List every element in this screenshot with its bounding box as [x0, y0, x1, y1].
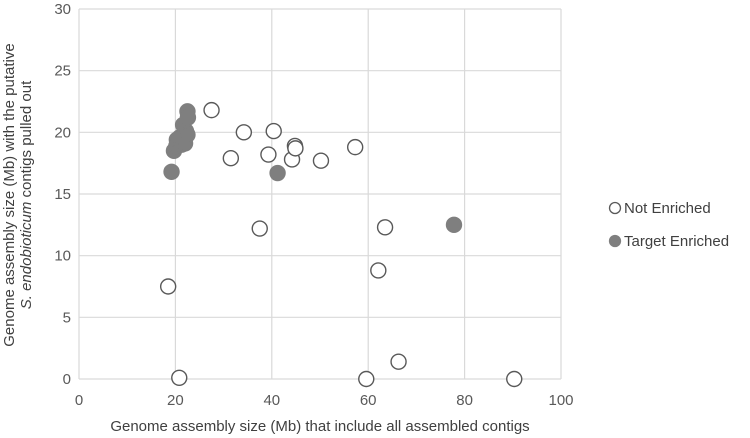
y-tick-label: 5 [63, 309, 71, 326]
x-tick-label: 60 [360, 392, 377, 409]
y-tick-label: 30 [54, 1, 71, 18]
data-point [235, 124, 253, 141]
data-point [251, 220, 268, 237]
y-axis-title-suffix: contigs pulled out [18, 80, 35, 202]
y-tick-label: 20 [54, 124, 71, 141]
data-point [222, 150, 240, 167]
legend-marker-not-enriched [608, 201, 622, 215]
series-target-enriched [163, 103, 463, 234]
legend-label-target-enriched: Target Enriched [624, 233, 729, 250]
data-point [390, 353, 407, 370]
x-axis-ticks: 0 20 40 60 80 100 [75, 392, 574, 409]
data-point [506, 370, 523, 388]
x-tick-label: 0 [75, 392, 83, 409]
data-point [287, 140, 304, 157]
data-point [376, 219, 394, 236]
data-point [346, 138, 364, 156]
y-axis-title: Genome assembly size (Mb) with the putat… [1, 43, 35, 346]
legend-marker-target-enriched [608, 234, 622, 248]
x-axis-title: Genome assembly size (Mb) that include a… [110, 418, 529, 435]
data-point [358, 370, 375, 388]
data-point [171, 369, 188, 386]
y-tick-label: 10 [54, 248, 71, 265]
data-point [179, 126, 196, 144]
legend: Not Enriched Target Enriched [608, 200, 729, 250]
y-axis-title-species: S. endobioticum [18, 202, 35, 310]
gridlines [78, 8, 562, 380]
data-point [370, 262, 387, 279]
data-point [260, 146, 277, 163]
series-not-enriched [159, 101, 523, 388]
x-tick-label: 80 [456, 392, 473, 409]
data-point [445, 216, 463, 234]
x-tick-label: 100 [548, 392, 573, 409]
data-point [265, 122, 282, 140]
y-tick-label: 15 [54, 186, 71, 203]
data-point [159, 278, 177, 295]
data-point [269, 164, 286, 182]
y-axis-title-line2: S. endobioticum contigs pulled out [18, 80, 35, 309]
x-tick-label: 40 [263, 392, 280, 409]
y-tick-label: 25 [54, 63, 71, 80]
x-tick-label: 20 [167, 392, 184, 409]
data-point [179, 109, 197, 126]
legend-label-not-enriched: Not Enriched [624, 200, 711, 217]
data-point [163, 163, 180, 181]
data-point [203, 101, 220, 119]
data-point [312, 152, 330, 169]
y-axis-title-line1: Genome assembly size (Mb) with the putat… [1, 43, 18, 346]
data-points [159, 101, 523, 388]
y-tick-label: 0 [63, 371, 71, 388]
y-axis-ticks: 0 5 10 15 20 25 30 [54, 1, 71, 388]
